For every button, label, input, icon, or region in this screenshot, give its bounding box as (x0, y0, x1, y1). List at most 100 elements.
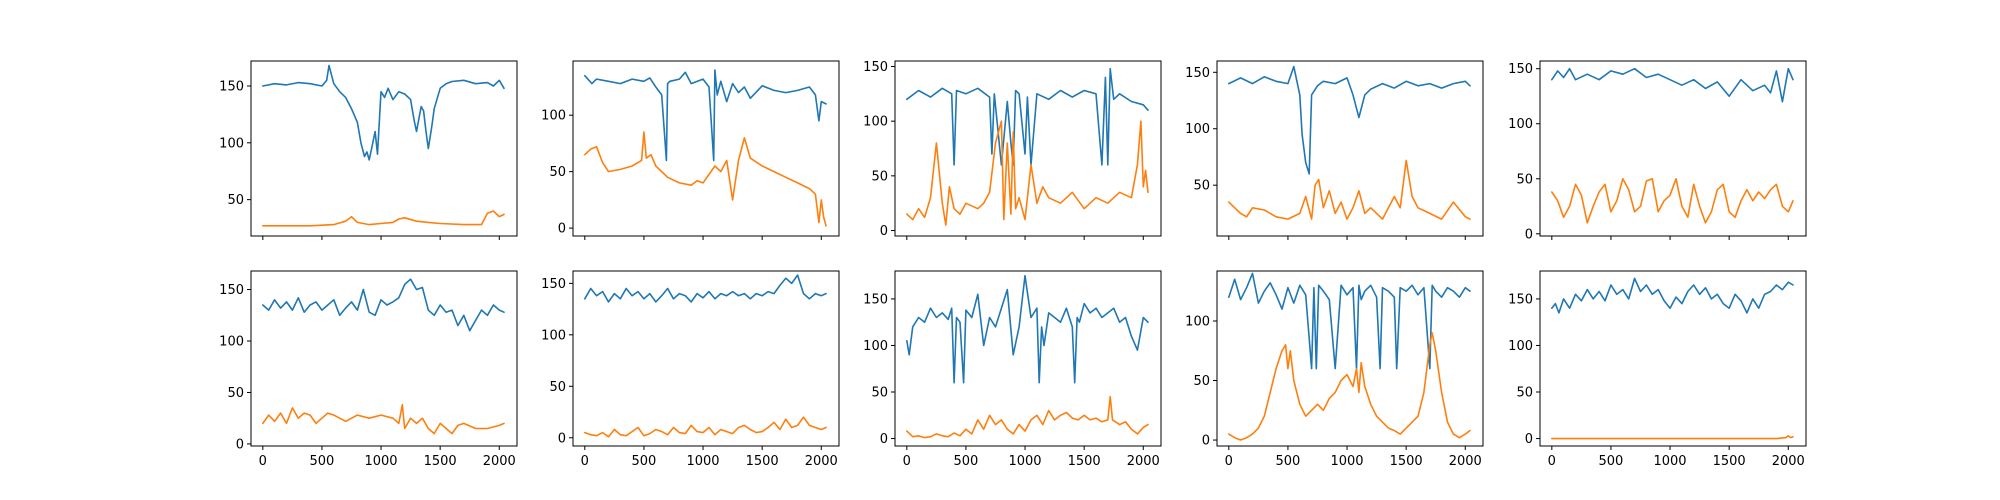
series-line-2 (1551, 178, 1794, 224)
x-tick-label: 500 (954, 454, 979, 469)
subplot-r1-c1: 50 100 150 (219, 60, 518, 240)
series-line-1 (1228, 272, 1471, 370)
x-tick-label: 1000 (1008, 454, 1041, 469)
y-tick-label: 50 (1516, 172, 1533, 187)
x-tick-label: 0 (259, 454, 267, 469)
x-tick-label: 2000 (1772, 454, 1805, 469)
y-tick-label: 50 (1516, 386, 1533, 401)
axes-frame (1539, 60, 1807, 237)
series-line-1 (262, 278, 505, 332)
y-tick-label: 100 (1185, 315, 1210, 330)
y-tick-label: 150 (541, 277, 566, 292)
axes-frame (1216, 60, 1484, 237)
series-line-1 (1551, 67, 1794, 103)
series-line-1 (262, 64, 505, 161)
x-tick-label: 1500 (424, 454, 457, 469)
series-line-2 (262, 210, 505, 227)
x-tick-label: 0 (903, 454, 911, 469)
x-tick-label: 1000 (1653, 454, 1686, 469)
x-tick-label: 1500 (1068, 454, 1101, 469)
y-tick-label: 0 (1525, 432, 1533, 447)
y-tick-label: 50 (871, 169, 888, 184)
series-line-2 (1228, 159, 1471, 220)
y-tick-label: 150 (863, 292, 888, 307)
x-tick-label: 500 (1276, 454, 1301, 469)
y-tick-label: 100 (219, 136, 244, 151)
x-tick-label: 0 (581, 454, 589, 469)
y-tick-label: 50 (1193, 374, 1210, 389)
axes-frame (250, 60, 518, 237)
y-tick-label: 50 (549, 165, 566, 180)
y-tick-label: 0 (1525, 227, 1533, 242)
y-tick-label: 0 (1202, 434, 1210, 449)
x-tick-label: 1500 (1713, 454, 1746, 469)
series-line-2 (906, 395, 1149, 439)
y-tick-label: 50 (227, 193, 244, 208)
y-tick-label: 150 (1508, 292, 1533, 307)
y-tick-label: 150 (863, 60, 888, 75)
x-tick-label: 1500 (1390, 454, 1423, 469)
x-tick-label: 2000 (1127, 454, 1160, 469)
y-tick-label: 0 (558, 431, 566, 446)
x-tick-label: 500 (1599, 454, 1624, 469)
x-tick-label: 1000 (686, 454, 719, 469)
series-line-1 (906, 274, 1149, 384)
series-line-2 (262, 404, 505, 435)
subplot-r1-c5: 0 50 100 150 (1508, 60, 1807, 242)
subplot-r1-c4: 50 100 150 (1185, 60, 1484, 240)
axes-frame (250, 270, 518, 447)
x-tick-label: 1500 (746, 454, 779, 469)
y-tick-label: 150 (1185, 66, 1210, 81)
y-tick-label: 150 (1508, 62, 1533, 77)
axes-frame (894, 60, 1162, 237)
y-tick-label: 100 (1185, 122, 1210, 137)
axes-frame (572, 270, 840, 447)
y-tick-label: 50 (227, 386, 244, 401)
series-line-2 (1228, 332, 1471, 441)
x-tick-label: 1000 (1330, 454, 1363, 469)
series-line-2 (584, 416, 827, 438)
y-tick-label: 100 (863, 339, 888, 354)
y-tick-label: 150 (219, 80, 244, 95)
y-tick-label: 100 (541, 109, 566, 124)
y-tick-label: 100 (541, 328, 566, 343)
subplot-r1-c2: 0 50 100 (541, 60, 840, 240)
y-tick-label: 0 (558, 222, 566, 237)
x-tick-label: 0 (1548, 454, 1556, 469)
x-tick-label: 2000 (805, 454, 838, 469)
x-tick-label: 500 (310, 454, 335, 469)
series-line-1 (584, 69, 827, 162)
y-tick-label: 100 (1508, 339, 1533, 354)
y-tick-label: 50 (1193, 179, 1210, 194)
axes-frame (1539, 270, 1807, 447)
x-tick-label: 0 (1225, 454, 1233, 469)
y-tick-label: 100 (219, 335, 244, 350)
y-tick-label: 50 (549, 380, 566, 395)
series-line-1 (906, 67, 1149, 166)
series-line-2 (906, 120, 1149, 226)
x-tick-label: 2000 (483, 454, 516, 469)
y-tick-label: 50 (871, 386, 888, 401)
series-line-1 (584, 274, 827, 303)
series-line-1 (1551, 277, 1794, 314)
axes-frame (1216, 270, 1484, 447)
x-tick-label: 1000 (364, 454, 397, 469)
y-tick-label: 150 (219, 283, 244, 298)
series-line-2 (584, 131, 827, 227)
y-tick-label: 0 (236, 437, 244, 452)
y-tick-label: 0 (880, 224, 888, 239)
axes-frame (894, 270, 1162, 447)
x-tick-label: 500 (632, 454, 657, 469)
y-tick-label: 100 (1508, 117, 1533, 132)
axes-frame (572, 60, 840, 237)
y-tick-label: 0 (880, 432, 888, 447)
subplot-r1-c3: 0 50 100 150 (863, 60, 1162, 240)
y-tick-label: 100 (863, 115, 888, 130)
x-tick-label: 2000 (1449, 454, 1482, 469)
